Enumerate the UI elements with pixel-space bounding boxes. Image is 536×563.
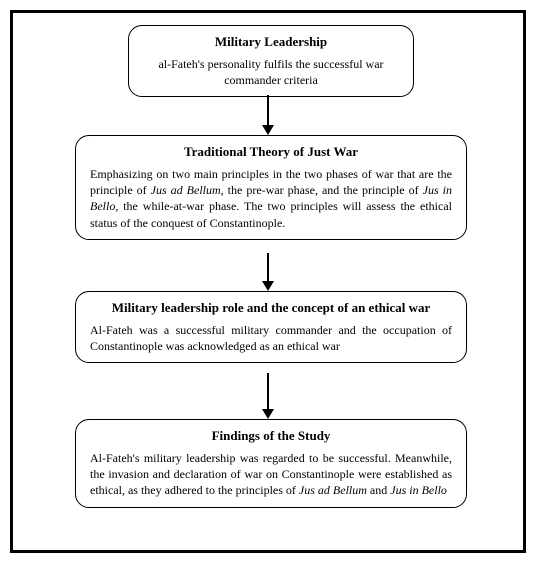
node-body: Al-Fateh was a successful military comma… — [90, 322, 452, 354]
node-title: Traditional Theory of Just War — [90, 144, 452, 160]
node-body: Emphasizing on two main principles in th… — [90, 166, 452, 231]
node-title: Military leadership role and the concept… — [90, 300, 452, 316]
node-military-leadership: Military Leadership al-Fateh's personali… — [128, 25, 414, 97]
node-body: al-Fateh's personality fulfils the succe… — [143, 56, 399, 88]
italic-term: Jus ad Bellum — [151, 183, 221, 197]
node-findings: Findings of the Study Al-Fateh's militar… — [75, 419, 467, 508]
arrow-head-icon — [262, 125, 274, 135]
text-span: , the pre-war phase, and the principle o… — [221, 183, 423, 197]
node-body: Al-Fateh's military leadership was regar… — [90, 450, 452, 499]
italic-term: Jus in Bello — [390, 483, 447, 497]
node-traditional-theory: Traditional Theory of Just War Emphasizi… — [75, 135, 467, 240]
text-span: and — [367, 483, 390, 497]
node-title: Findings of the Study — [90, 428, 452, 444]
arrow-head-icon — [262, 409, 274, 419]
arrow-head-icon — [262, 281, 274, 291]
arrow-line — [267, 253, 269, 281]
text-span: , the while-at-war phase. The two princi… — [90, 199, 452, 229]
diagram-frame: Military Leadership al-Fateh's personali… — [10, 10, 526, 553]
arrow-line — [267, 373, 269, 409]
arrow-line — [267, 95, 269, 125]
italic-term: Jus ad Bellum — [299, 483, 367, 497]
node-military-role: Military leadership role and the concept… — [75, 291, 467, 363]
node-title: Military Leadership — [143, 34, 399, 50]
